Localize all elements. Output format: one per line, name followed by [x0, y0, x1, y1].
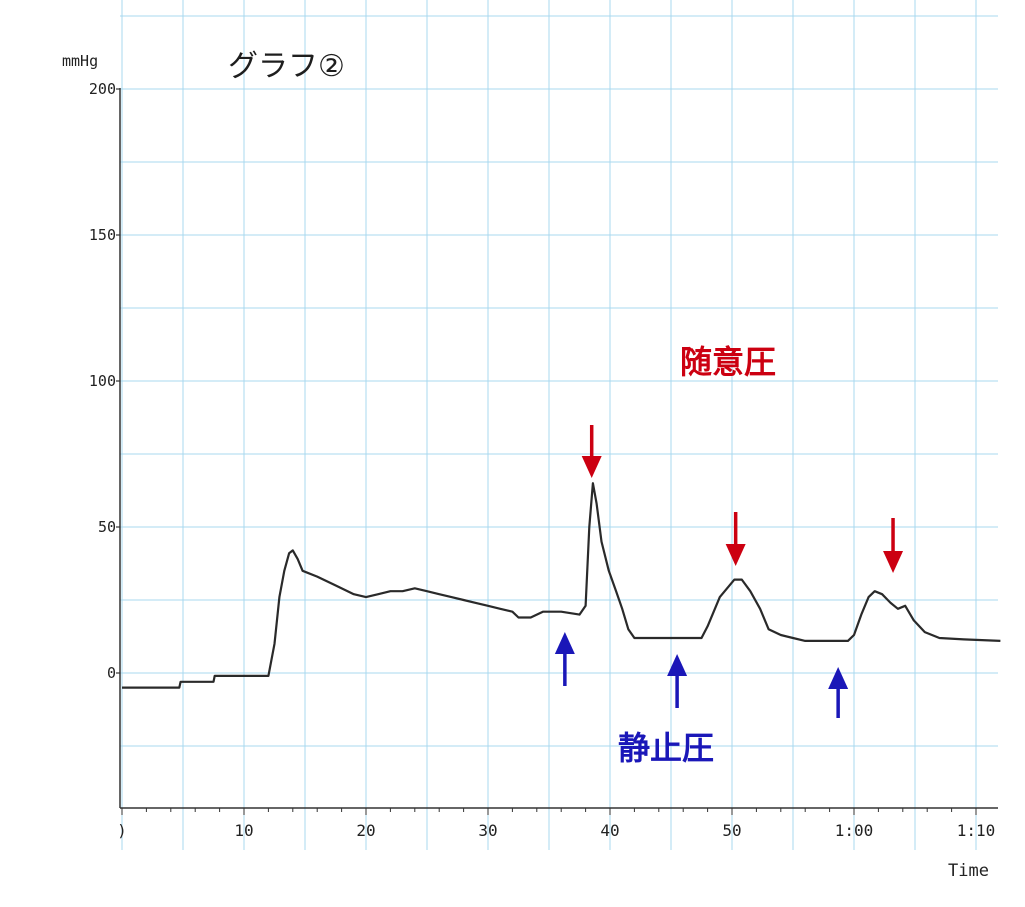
y-axis-label: mmHg [62, 52, 98, 70]
grid [120, 0, 998, 850]
y-tick-label: 200 [89, 80, 116, 98]
x-tick-label: 10 [234, 821, 253, 840]
chart-title: グラフ② [228, 49, 345, 84]
x-tick-label: 40 [600, 821, 619, 840]
annotations [554, 425, 904, 718]
x-tick-label: 1:10 [957, 821, 996, 840]
arrow-head [828, 667, 849, 689]
x-tick-label: 30 [478, 821, 497, 840]
y-tick-label: 150 [89, 226, 116, 244]
x-tick-label: 20 [356, 821, 375, 840]
voluntary-arrow [725, 512, 746, 566]
arrow-head [725, 544, 746, 566]
voluntary-pressure-label: 随意圧 [680, 343, 776, 381]
x-axis-label: Time [948, 861, 989, 881]
resting-arrow [667, 654, 688, 708]
x-tick-label: ) [117, 821, 127, 840]
resting-arrow [828, 667, 849, 718]
y-tick-label: 100 [89, 372, 116, 390]
arrow-head [581, 456, 602, 478]
series-layer [122, 482, 1001, 689]
y-tick-label: 50 [98, 518, 116, 536]
resting-pressure-label: 静止圧 [618, 729, 714, 767]
y-tick-label: 0 [107, 664, 116, 682]
arrow-head [554, 632, 575, 654]
voluntary-arrow [883, 518, 904, 573]
arrow-head [883, 551, 904, 573]
arrow-head [667, 654, 688, 676]
x-tick-label: 50 [722, 821, 741, 840]
pressure-series-line [122, 482, 1001, 689]
x-tick-label: 1:00 [835, 821, 874, 840]
axes: 0 50 100 150 200) 10 20 30 40 50 1:00 1:10 [89, 80, 998, 840]
resting-arrow [554, 632, 575, 686]
voluntary-arrow [581, 425, 602, 478]
